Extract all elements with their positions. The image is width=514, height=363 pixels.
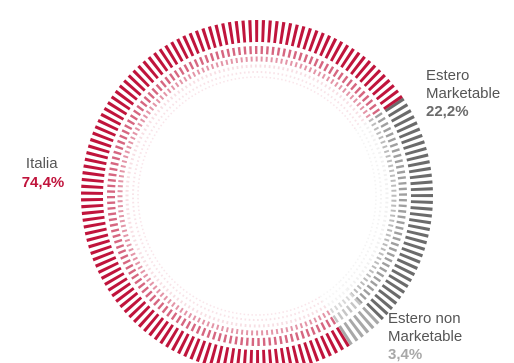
slice-estero_non_marketable-ring-4: [321, 284, 344, 303]
slice-italia-ring-4: [132, 71, 361, 321]
label-italia-value: 74,4%: [22, 174, 65, 191]
slice-estero_marketable-ring-3: [346, 122, 389, 291]
slice-italia-ring-0: [81, 20, 403, 363]
label-estero-marketable: Estero Marketable 22,2%: [426, 67, 505, 120]
label-italia: Italia 74,4%: [22, 155, 65, 191]
label-estero-marketable-line1: Estero: [426, 67, 469, 84]
slice-estero_non_marketable-ring-1: [331, 297, 362, 324]
slice-italia-ring-3: [125, 64, 367, 328]
slice-italia-ring-2: [117, 56, 373, 336]
label-estero-marketable-value: 22,2%: [426, 103, 469, 120]
label-italia-name: Italia: [26, 155, 58, 172]
slice-estero_non_marketable-ring-0: [338, 306, 380, 346]
slice-italia-ring-1: [107, 46, 382, 346]
slice-estero_marketable-ring-5: [339, 129, 377, 283]
ring-segments: [81, 20, 433, 363]
label-estero-non-marketable-line2: Marketable: [388, 328, 462, 345]
label-estero-non-marketable: Estero non Marketable 3,4%: [388, 310, 467, 363]
label-estero-non-marketable-value: 3,4%: [388, 346, 422, 363]
slice-estero_marketable-ring-2: [350, 117, 397, 297]
label-estero-non-marketable-line1: Estero non: [388, 310, 461, 327]
slice-estero_marketable-ring-1: [355, 112, 407, 304]
slice-estero_non_marketable-ring-5: [319, 280, 341, 298]
slice-italia-ring-5: [137, 76, 357, 316]
slice-estero_non_marketable-ring-2: [327, 292, 355, 315]
slice-estero_marketable-ring-0: [364, 97, 433, 323]
slice-estero_non_marketable-ring-3: [324, 288, 349, 308]
label-estero-marketable-line2: Marketable: [426, 85, 500, 102]
